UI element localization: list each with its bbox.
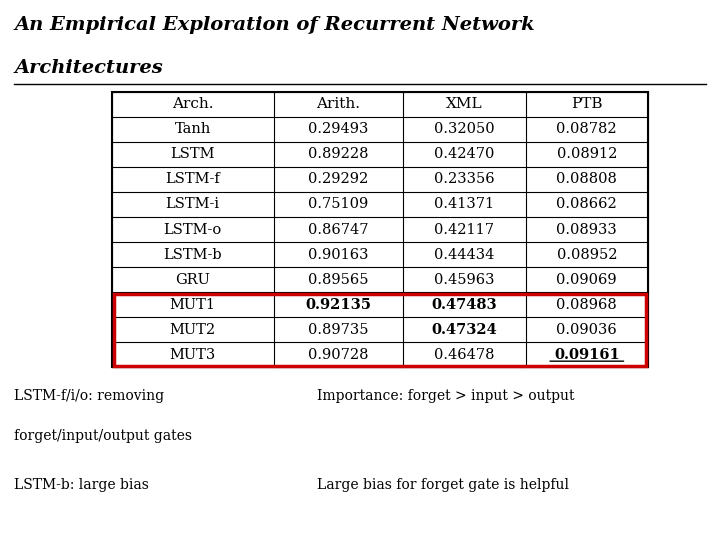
Text: LSTM-b: LSTM-b	[163, 247, 222, 261]
Text: An Empirical Exploration of Recurrent Network: An Empirical Exploration of Recurrent Ne…	[14, 16, 535, 34]
Text: 0.47324: 0.47324	[431, 322, 498, 336]
Text: 0.89735: 0.89735	[308, 322, 369, 336]
Text: 0.23356: 0.23356	[434, 172, 495, 186]
Text: Arch.: Arch.	[172, 97, 213, 111]
Text: LSTM-i: LSTM-i	[166, 198, 220, 212]
Text: PTB: PTB	[571, 97, 603, 111]
Text: MUT1: MUT1	[170, 298, 215, 312]
Text: forget/input/output gates: forget/input/output gates	[14, 429, 192, 443]
Text: 0.08952: 0.08952	[557, 247, 617, 261]
Text: 0.47483: 0.47483	[431, 298, 498, 312]
Text: 0.29292: 0.29292	[308, 172, 369, 186]
Text: GRU: GRU	[175, 273, 210, 287]
Text: 0.32050: 0.32050	[434, 123, 495, 137]
Bar	[112, 92, 648, 367]
Text: 0.75109: 0.75109	[308, 198, 369, 212]
Text: 0.92135: 0.92135	[305, 298, 372, 312]
Text: 0.44434: 0.44434	[434, 247, 495, 261]
Text: XML: XML	[446, 97, 482, 111]
Text: 0.08912: 0.08912	[557, 147, 617, 161]
Text: 0.42117: 0.42117	[434, 222, 495, 237]
Text: 0.41371: 0.41371	[434, 198, 495, 212]
Text: 0.08662: 0.08662	[557, 198, 617, 212]
Text: MUT3: MUT3	[169, 348, 216, 362]
Text: 0.08933: 0.08933	[557, 222, 617, 237]
Text: Importance: forget > input > output: Importance: forget > input > output	[317, 389, 575, 403]
Text: Tanh: Tanh	[174, 123, 211, 137]
Text: 0.90728: 0.90728	[308, 348, 369, 362]
Text: Architectures: Architectures	[14, 59, 163, 77]
Text: 0.42470: 0.42470	[434, 147, 495, 161]
Text: MUT2: MUT2	[169, 322, 216, 336]
Text: 0.45963: 0.45963	[434, 273, 495, 287]
Text: 0.86747: 0.86747	[308, 222, 369, 237]
Text: 0.29493: 0.29493	[308, 123, 369, 137]
Text: Large bias for forget gate is helpful: Large bias for forget gate is helpful	[317, 478, 569, 492]
Text: Arith.: Arith.	[316, 97, 361, 111]
Text: LSTM-o: LSTM-o	[163, 222, 222, 237]
Text: 0.09069: 0.09069	[557, 273, 617, 287]
Text: 0.08968: 0.08968	[557, 298, 617, 312]
Text: 0.89228: 0.89228	[308, 147, 369, 161]
Text: 0.09161: 0.09161	[554, 348, 620, 362]
Text: 0.89565: 0.89565	[308, 273, 369, 287]
Bar	[114, 294, 646, 366]
Text: 0.08808: 0.08808	[557, 172, 617, 186]
Text: LSTM-f: LSTM-f	[165, 172, 220, 186]
Text: LSTM-f/i/o: removing: LSTM-f/i/o: removing	[14, 389, 165, 403]
Text: 0.08782: 0.08782	[557, 123, 617, 137]
Text: 0.90163: 0.90163	[308, 247, 369, 261]
Text: LSTM: LSTM	[171, 147, 215, 161]
Text: 0.46478: 0.46478	[434, 348, 495, 362]
Text: LSTM-b: large bias: LSTM-b: large bias	[14, 478, 149, 492]
Text: 0.09036: 0.09036	[557, 322, 617, 336]
